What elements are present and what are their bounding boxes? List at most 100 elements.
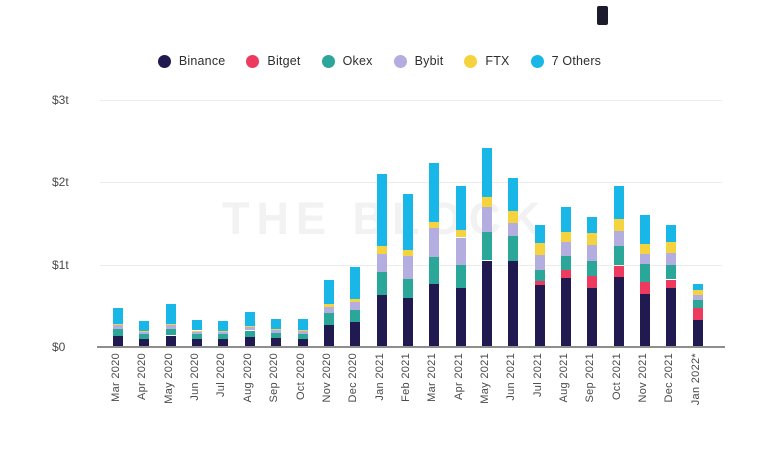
- x-axis-label-sep-2020: Sep 2020: [268, 353, 281, 403]
- bar-segment-okex-jan-2021: [376, 272, 387, 296]
- bar-segment-7-others-dec-2021: [666, 225, 677, 242]
- bar-segment-okex-may-2021: [481, 231, 492, 261]
- bar-segment-bybit-mar-2021: [429, 228, 440, 258]
- bar-segment-binance-oct-2021: [613, 277, 624, 347]
- bar-segment-bitget-jan-2022: [692, 308, 703, 320]
- bar-segment-7-others-jul-2020: [218, 320, 229, 331]
- bar-segment-okex-oct-2020: [297, 333, 308, 339]
- bar-segment-bybit-jun-2020: [192, 331, 203, 334]
- bar-segment-okex-nov-2020: [323, 313, 334, 325]
- bar-segment-7-others-jun-2021: [508, 178, 519, 212]
- legend-item-okex: Okex: [321, 54, 373, 68]
- bar-segment-binance-nov-2020: [323, 324, 334, 347]
- bar-segment-bybit-nov-2020: [323, 306, 334, 314]
- logo-mark: [597, 6, 608, 25]
- bar-segment-ftx-jun-2021: [508, 211, 519, 223]
- bar-segment-bybit-may-2020: [165, 324, 176, 329]
- legend-dot-ftx: [464, 54, 478, 68]
- x-axis-label-jul-2020: Jul 2020: [215, 353, 228, 397]
- x-axis-label-sep-2021: Sep 2021: [584, 353, 597, 403]
- bar-segment-bitget-aug-2021: [561, 269, 571, 278]
- bar-segment-okex-sep-2020: [271, 333, 282, 338]
- bar-segment-ftx-may-2020: [165, 323, 176, 325]
- bar-segment-bybit-jul-2020: [218, 331, 229, 334]
- bar-segment-binance-dec-2021: [666, 287, 677, 347]
- bar-segment-7-others-dec-2020: [350, 267, 361, 300]
- bar-segment-binance-jul-2021: [534, 285, 545, 348]
- x-axis-label-apr-2021: Apr 2021: [452, 353, 465, 401]
- x-axis-label-apr-2020: Apr 2020: [136, 353, 149, 401]
- bar-segment-bybit-may-2021: [481, 207, 492, 232]
- bar-segment-binance-jan-2022: [692, 319, 703, 347]
- bar-segment-bybit-dec-2020: [350, 301, 361, 310]
- x-axis-label-may-2020: May 2020: [162, 353, 175, 404]
- bar-segment-bybit-feb-2021: [402, 255, 413, 279]
- bar-segment-7-others-may-2020: [165, 304, 176, 324]
- bar-segment-ftx-jul-2021: [534, 243, 545, 255]
- y-axis-label-3t: $3t: [52, 93, 69, 107]
- gridline-3t: [100, 100, 722, 101]
- bar-segment-bitget-dec-2021: [666, 279, 677, 288]
- bar-segment-7-others-apr-2021: [455, 185, 466, 231]
- bar-segment-okex-nov-2021: [640, 263, 650, 282]
- legend-dot-7-others: [530, 54, 544, 68]
- x-axis-label-nov-2021: Nov 2021: [637, 353, 649, 403]
- y-axis-label-0: $0: [52, 340, 66, 354]
- bar-segment-binance-sep-2021: [587, 287, 598, 347]
- bar-segment-7-others-oct-2020: [297, 319, 308, 330]
- x-axis-line: [97, 346, 725, 348]
- bar-segment-ftx-aug-2021: [561, 231, 571, 242]
- bar-segment-binance-feb-2021: [402, 298, 413, 347]
- bar-segment-7-others-oct-2021: [613, 186, 624, 220]
- x-axis-label-jun-2021: Jun 2021: [505, 353, 518, 401]
- legend-item-binance: Binance: [157, 54, 226, 68]
- bar-segment-binance-mar-2021: [429, 284, 440, 347]
- x-axis-label-jan-2021: Jan 2021: [373, 353, 386, 401]
- legend-item-bybit: Bybit: [393, 54, 444, 68]
- x-axis-label-aug-2020: Aug 2020: [241, 353, 254, 403]
- bar-segment-okex-apr-2021: [455, 264, 466, 288]
- bar-segment-bitget-sep-2021: [587, 276, 598, 288]
- bar-segment-bybit-jun-2021: [508, 222, 519, 236]
- legend-dot-bybit: [393, 54, 407, 68]
- bar-segment-binance-jun-2020: [192, 338, 203, 347]
- bar-segment-ftx-mar-2021: [429, 221, 440, 229]
- legend-item-7-others: 7 Others: [530, 54, 602, 68]
- bar-segment-7-others-mar-2021: [429, 163, 440, 222]
- bar-segment-ftx-jul-2020: [218, 330, 229, 332]
- bar-segment-7-others-apr-2020: [139, 320, 150, 331]
- bar-segment-bybit-oct-2021: [613, 230, 624, 246]
- bar-segment-okex-dec-2020: [350, 310, 361, 322]
- x-axis-label-feb-2021: Feb 2021: [399, 353, 412, 402]
- bar-segment-ftx-dec-2021: [666, 241, 677, 254]
- bar-segment-binance-may-2020: [165, 335, 176, 347]
- bar-segment-7-others-jan-2022: [692, 283, 703, 291]
- bar-segment-ftx-sep-2021: [587, 233, 598, 245]
- bar-segment-binance-may-2021: [481, 260, 492, 348]
- bar-segment-ftx-jun-2020: [192, 330, 203, 332]
- legend-label-ftx: FTX: [485, 54, 510, 68]
- bar-segment-ftx-apr-2020: [139, 330, 150, 332]
- bar-segment-7-others-sep-2021: [587, 216, 598, 234]
- legend-label-7-others: 7 Others: [551, 54, 602, 68]
- x-axis-label-jul-2021: Jul 2021: [531, 353, 544, 397]
- bar-segment-binance-dec-2020: [350, 321, 361, 347]
- bar-segment-binance-nov-2021: [640, 293, 650, 347]
- x-axis-label-jan-2022: Jan 2022*: [689, 353, 702, 406]
- legend-label-bitget: Bitget: [267, 54, 301, 68]
- bar-segment-okex-apr-2020: [139, 333, 150, 339]
- bar-segment-binance-apr-2021: [455, 287, 466, 347]
- x-axis-label-mar-2021: Mar 2021: [426, 353, 439, 402]
- bar-segment-binance-jul-2020: [218, 338, 229, 347]
- bar-segment-7-others-aug-2021: [561, 207, 571, 232]
- legend-dot-okex: [321, 54, 335, 68]
- bar-segment-ftx-jan-2021: [376, 245, 387, 254]
- y-axis-label-1t: $1t: [52, 258, 69, 272]
- bar-segment-ftx-jan-2022: [692, 290, 703, 296]
- legend-item-bitget: Bitget: [246, 54, 300, 68]
- bar-segment-okex-oct-2021: [613, 245, 624, 266]
- x-axis-label-oct-2021: Oct 2021: [610, 353, 623, 401]
- bar-segment-okex-may-2020: [165, 328, 176, 336]
- bar-segment-okex-jun-2021: [508, 235, 519, 261]
